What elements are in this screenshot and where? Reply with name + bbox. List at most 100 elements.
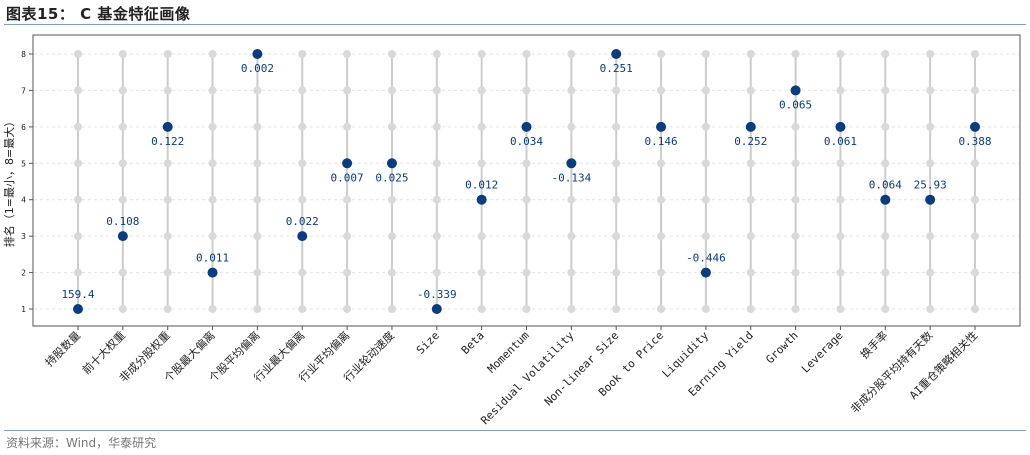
x-tick-label: 换手率 <box>857 328 890 361</box>
rank-slot-dot <box>657 159 666 168</box>
rank-point <box>925 194 936 205</box>
rank-slot-dot <box>477 50 486 58</box>
x-tick-label: 前十大权重 <box>79 328 128 377</box>
rank-slot-dot <box>701 195 710 204</box>
rank-slot-dot <box>836 305 845 313</box>
value-label: 0.022 <box>286 215 319 228</box>
highlight-point-layer <box>73 49 980 314</box>
rank-slot-dot <box>881 86 890 95</box>
rank-slot-dot <box>118 122 127 131</box>
value-label-layer: 159.4 0.108 0.122 0.011 0.002 0.022 0.007 0.025… <box>61 62 991 301</box>
rank-slot-dot <box>522 232 531 241</box>
x-tick-label: Beta <box>459 329 487 357</box>
rank-slot-dot <box>926 268 935 277</box>
rank-slot-dot <box>432 86 441 95</box>
rank-slot-dot <box>387 195 396 204</box>
rank-slot-dot <box>791 122 800 131</box>
rank-slot-dot <box>432 268 441 277</box>
rank-slot-dot <box>343 268 352 277</box>
rank-slot-dot <box>522 50 531 58</box>
rank-point <box>880 194 891 205</box>
value-label: 0.002 <box>241 62 274 75</box>
rank-slot-dot <box>298 122 307 131</box>
rank-slot-dot <box>657 232 666 241</box>
rank-slot-dot <box>657 305 666 313</box>
rank-slot-dot <box>522 86 531 95</box>
value-label: -0.134 <box>551 171 591 184</box>
fund-characteristic-chart: 1 2 3 4 5 6 7 8 持股数量前十大权重非成分股权重个股最大偏离个股平均偏离行业最大… <box>2 34 1021 427</box>
value-label: -0.446 <box>686 252 726 265</box>
rank-slot-dot <box>74 50 82 58</box>
value-label: 0.122 <box>151 135 184 148</box>
rank-slot-dot <box>432 232 441 241</box>
rank-point <box>207 267 218 278</box>
rank-slot-dot <box>701 159 710 168</box>
rank-slot-dot <box>163 86 172 95</box>
rank-slot-dot <box>522 268 531 277</box>
x-tick-label: Size <box>414 329 442 357</box>
rank-point <box>431 304 442 314</box>
rank-slot-dot <box>657 195 666 204</box>
rank-slot-dot <box>477 122 486 131</box>
y-tick-label: 8 <box>21 50 26 59</box>
rank-slot-dot <box>253 268 262 277</box>
rank-slot-dot <box>163 50 172 58</box>
rank-slot-dot <box>836 159 845 168</box>
rank-slot-dot <box>208 122 217 131</box>
rank-slot-dot <box>791 159 800 168</box>
rank-point <box>117 231 128 242</box>
x-tick-label: 持股数量 <box>42 328 83 369</box>
x-tick-label: 非成分股平均持有天数 <box>848 328 936 416</box>
rank-slot-dot <box>971 86 979 95</box>
rank-slot-dot <box>343 195 352 204</box>
rank-slot-dot <box>926 159 935 168</box>
rank-slot-dot <box>298 159 307 168</box>
rank-slot-dot <box>163 195 172 204</box>
value-label: 0.108 <box>106 215 139 228</box>
x-tick-label: Growth <box>763 329 800 366</box>
rank-slot-dot <box>522 159 531 168</box>
rank-slot-dot <box>791 195 800 204</box>
source-note: 资料来源：Wind，华泰研究 <box>6 436 157 450</box>
rank-slot-dot <box>971 195 979 204</box>
rank-slot-dot <box>612 232 621 241</box>
rank-point <box>835 121 846 132</box>
rank-slot-dot <box>836 50 845 58</box>
rank-slot-dot <box>343 305 352 313</box>
rank-slot-dot <box>612 159 621 168</box>
rank-slot-dot <box>971 232 979 241</box>
y-tick-label: 4 <box>21 196 26 205</box>
rank-slot-dot <box>567 122 576 131</box>
value-label: -0.339 <box>417 288 457 301</box>
rank-slot-dot <box>118 195 127 204</box>
rank-slot-dot <box>343 50 352 58</box>
rank-point <box>700 267 711 278</box>
rank-slot-dot <box>74 159 82 168</box>
y-tick-label: 7 <box>21 86 26 95</box>
rank-point <box>476 194 487 205</box>
rank-slot-dot <box>612 122 621 131</box>
rank-slot-dot <box>253 122 262 131</box>
rank-slot-dot <box>657 86 666 95</box>
rank-slot-dot <box>298 195 307 204</box>
rank-slot-dot <box>74 122 82 131</box>
rank-slot-dot <box>881 232 890 241</box>
rank-slot-dot <box>74 232 82 241</box>
value-label: 0.388 <box>958 135 991 148</box>
rank-slot-dot <box>657 50 666 58</box>
rank-slot-dot <box>567 305 576 313</box>
rank-slot-dot <box>881 268 890 277</box>
rank-slot-dot <box>253 232 262 241</box>
rank-slot-dot <box>163 305 172 313</box>
rank-slot-dot <box>343 122 352 131</box>
rank-slot-dot <box>74 86 82 95</box>
y-tick-layer: 1 2 3 4 5 6 7 8 <box>21 50 33 314</box>
rank-slot-dot <box>926 305 935 313</box>
rank-slot-dot <box>343 86 352 95</box>
rank-slot-dot <box>567 232 576 241</box>
rank-slot-dot <box>836 195 845 204</box>
rank-slot-dot <box>163 268 172 277</box>
rank-slot-dot <box>746 268 755 277</box>
stem-layer <box>77 54 976 309</box>
rank-slot-dot <box>971 305 979 313</box>
